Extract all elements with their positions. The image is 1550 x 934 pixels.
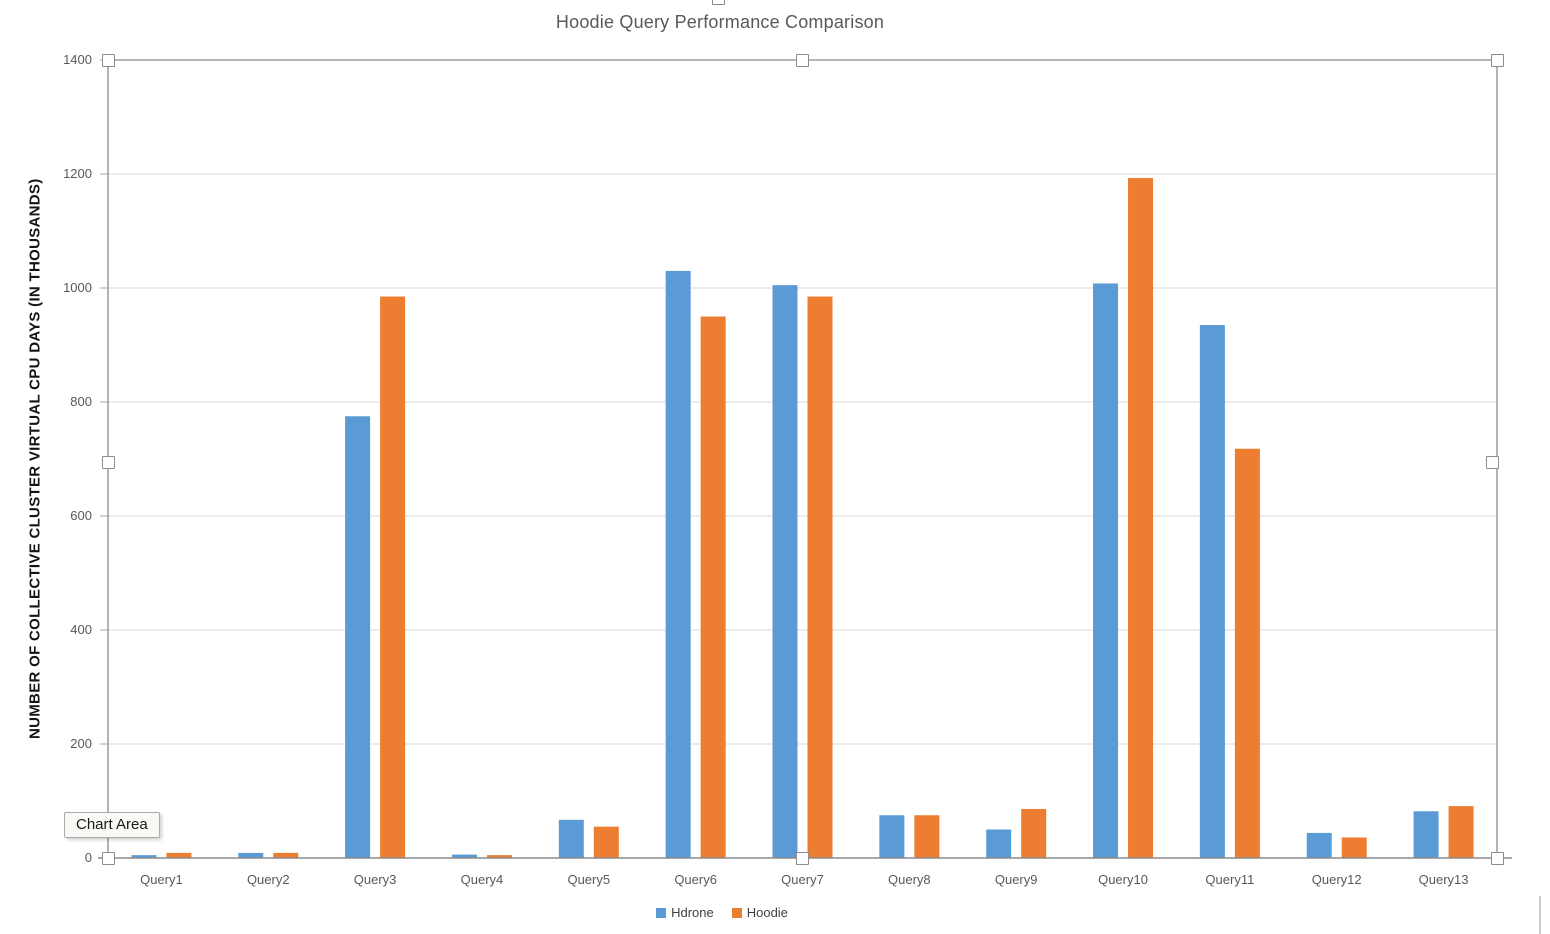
chart-selection-handle-top[interactable] [711,0,725,5]
bar-hoodie-query13[interactable] [1448,806,1474,858]
bar-hoodie-query3[interactable] [380,296,406,858]
selection-handle-mid-left[interactable] [101,455,115,469]
y-tick-label: 1200 [63,166,92,181]
bar-hdrone-query2[interactable] [238,852,264,858]
legend-swatch-hoodie-icon [731,907,742,918]
bar-hoodie-query2[interactable] [273,852,299,858]
selection-handle-bottom-center[interactable] [795,851,809,865]
selection-handle-top-left[interactable] [101,53,115,67]
y-tick-label: 200 [70,736,92,751]
selection-handle-top-center[interactable] [795,53,809,67]
x-category-label: Query5 [567,872,611,887]
selection-handle-bottom-right[interactable] [1490,851,1504,865]
legend: Hdrone Hoodie [0,905,1444,920]
y-tick-label: 0 [84,850,92,865]
bar-hdrone-query3[interactable] [345,416,371,858]
y-tick-label: 600 [70,508,92,523]
bar-hdrone-query1[interactable] [131,855,157,858]
bar-hdrone-query12[interactable] [1306,832,1332,858]
x-category-label: Query9 [994,872,1038,887]
x-category-label: Query12 [1311,872,1362,887]
y-tick-label: 1000 [63,280,92,295]
legend-item-hoodie[interactable]: Hoodie [731,905,788,920]
bar-hdrone-query9[interactable] [986,829,1012,859]
y-tick-label: 1400 [63,52,92,67]
x-category-label: Query6 [674,872,717,887]
bar-hdrone-query10[interactable] [1093,283,1119,858]
x-category-label: Query8 [888,872,931,887]
legend-item-hdrone[interactable]: Hdrone [656,905,714,920]
y-tick-label: 400 [70,622,92,637]
y-tick-label: 800 [70,394,92,409]
x-category-label: Query4 [460,872,504,887]
x-category-label: Query2 [246,872,290,887]
bar-hdrone-query5[interactable] [558,819,584,858]
x-category-label: Query7 [781,872,824,887]
bar-hdrone-query8[interactable] [879,815,905,858]
selection-handle-bottom-left[interactable] [101,851,115,865]
bar-hoodie-query4[interactable] [486,855,512,858]
x-category-label: Query10 [1098,872,1148,887]
bar-hoodie-query1[interactable] [166,852,192,858]
bar-hoodie-query7[interactable] [807,296,833,858]
bar-hoodie-query9[interactable] [1021,808,1047,858]
legend-swatch-hdrone-icon [656,907,667,918]
selection-handle-top-right[interactable] [1490,53,1504,67]
chart-title[interactable]: Hoodie Query Performance Comparison [555,12,885,32]
bar-hdrone-query7[interactable] [772,285,798,858]
bar-hdrone-query11[interactable] [1199,325,1225,858]
bar-hdrone-query13[interactable] [1413,811,1439,858]
x-category-label: Query11 [1205,872,1255,887]
bar-hoodie-query5[interactable] [593,826,619,858]
x-category-label: Query1 [140,872,183,887]
legend-label-hoodie: Hoodie [746,905,788,920]
bar-hoodie-query8[interactable] [914,815,940,858]
x-category-label: Query13 [1418,872,1469,887]
legend-label-hdrone: Hdrone [671,905,714,920]
bar-hoodie-query10[interactable] [1128,177,1154,859]
window-edge-divider [1539,896,1541,934]
bar-hdrone-query6[interactable] [665,270,691,858]
x-category-label: Query3 [353,872,397,887]
bar-hoodie-query6[interactable] [700,316,726,859]
chart-area-tooltip: Chart Area [64,812,160,838]
bar-hdrone-query4[interactable] [451,854,477,858]
bar-hoodie-query12[interactable] [1341,837,1367,858]
selection-handle-mid-right[interactable] [1485,455,1499,469]
bar-hoodie-query11[interactable] [1234,448,1260,858]
